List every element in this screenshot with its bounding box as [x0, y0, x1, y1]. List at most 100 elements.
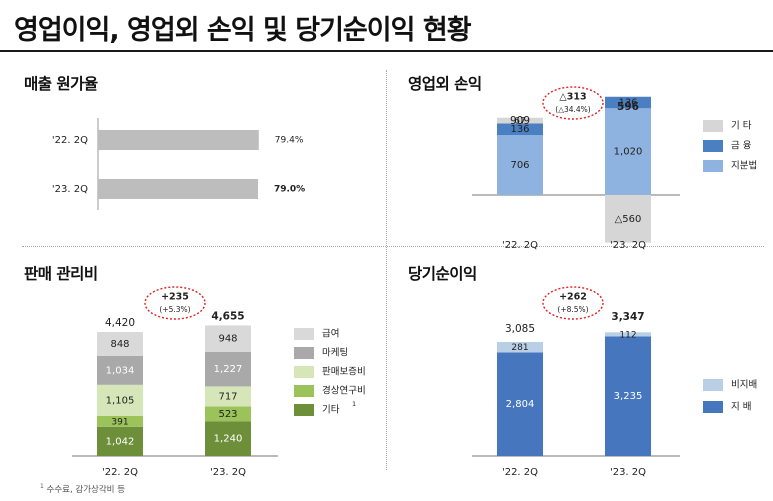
sga-legend-swatch	[294, 328, 314, 340]
net-total-label: 3,347	[611, 311, 644, 323]
sga-legend-label: 경상연구비	[322, 385, 366, 397]
title-divider	[0, 50, 773, 52]
footnote: 1 수수료, 감가상각비 등	[40, 483, 125, 495]
cogs-bar	[98, 130, 259, 150]
sga-segment	[205, 386, 251, 407]
sga-segment	[205, 325, 251, 353]
sga-legend-footnote-mark: 1	[352, 400, 356, 408]
sga-segment	[205, 352, 251, 387]
cogs-value-label: 79.4%	[275, 136, 304, 146]
nonop-segment-label: 706	[510, 160, 529, 171]
sga-total-label: 4,420	[105, 317, 135, 329]
sga-legend-label: 마케팅	[322, 348, 348, 359]
sga-legend-swatch	[294, 366, 314, 378]
nonop-legend-label: 금 융	[731, 141, 752, 152]
net-legend-swatch	[703, 401, 723, 413]
cogs-section-title: 매출 원가율	[24, 75, 98, 93]
net-segment-label: 2,804	[506, 399, 535, 410]
nonop-legend-swatch	[703, 120, 723, 132]
nonop-segment-label: 67	[514, 117, 525, 127]
nonop-segment-label: 1,020	[614, 147, 643, 158]
sga-segment-label: 523	[218, 409, 237, 420]
sga-category-label: '23. 2Q	[210, 467, 246, 478]
sga-segment	[97, 384, 143, 416]
sga-segment-label: 848	[110, 339, 129, 350]
nonop-legend-swatch	[703, 140, 723, 152]
sga-legend-label: 급여	[322, 328, 339, 340]
sga-change-value: +235	[161, 292, 189, 303]
sga-total-label: 4,655	[211, 310, 244, 322]
net-legend-label: 비지배	[731, 380, 757, 391]
net-segment-label: 112	[619, 330, 636, 340]
nonop-change-value: △313	[559, 92, 586, 103]
cogs-category-label: '23. 2Q	[52, 184, 88, 195]
sga-legend-label: 판매보증비	[322, 367, 366, 378]
nonop-segment	[605, 108, 651, 195]
sga-legend-label: 기타	[322, 405, 340, 416]
nonop-change-pct: (△34.4%)	[555, 105, 591, 114]
sga-category-label: '22. 2Q	[102, 467, 138, 478]
nonop-category-label: '22. 2Q	[502, 240, 538, 251]
sga-segment	[97, 426, 143, 456]
net-total-label: 3,085	[505, 323, 535, 335]
sga-segment	[97, 415, 143, 427]
sga-segment-label: 1,105	[106, 395, 135, 406]
sga-segment-label: 948	[218, 334, 237, 345]
sga-segment	[97, 355, 143, 385]
net-segment-label: 3,235	[614, 391, 643, 402]
net-bubble	[542, 286, 604, 320]
cogs-category-label: '22. 2Q	[52, 135, 88, 146]
net-segment-label: 281	[511, 343, 528, 353]
nonop-total-label: 596	[617, 101, 639, 113]
vertical-divider	[386, 70, 387, 470]
sga-segment-label: 1,240	[214, 434, 243, 445]
net-segment	[605, 332, 651, 337]
sga-legend-swatch	[294, 347, 314, 359]
net-section-title: 당기순이익	[408, 265, 477, 283]
net-legend-swatch	[703, 379, 723, 391]
nonop-bubble	[542, 86, 604, 120]
nonop-segment-label: 136	[618, 98, 637, 109]
cogs-bar	[98, 179, 258, 199]
nonop-segment	[605, 195, 651, 243]
cogs-value-label: 79.0%	[274, 185, 305, 195]
sga-segment-label: 717	[218, 391, 237, 402]
nonop-segment	[497, 123, 543, 135]
horizontal-divider	[22, 246, 764, 247]
nonop-legend-label: 지분법	[731, 161, 757, 172]
sga-bubble	[144, 286, 206, 320]
net-legend-label: 지 배	[731, 402, 752, 413]
sga-segment-label: 391	[111, 417, 128, 427]
nonop-category-label: '23. 2Q	[610, 240, 646, 251]
net-category-label: '23. 2Q	[610, 467, 646, 478]
nonop-segment-label: △560	[615, 214, 642, 225]
footnote-text: 수수료, 감가상각비 등	[46, 485, 126, 495]
nonop-legend-swatch	[703, 160, 723, 172]
nonop-segment	[497, 135, 543, 195]
sga-legend-swatch	[294, 385, 314, 397]
sga-change-pct: (+5.3%)	[159, 305, 190, 314]
net-segment	[497, 342, 543, 353]
net-segment	[497, 352, 543, 456]
nonop-segment	[497, 117, 543, 124]
net-change-value: +262	[559, 292, 587, 303]
net-change-pct: (+8.5%)	[557, 305, 588, 314]
nonop-segment	[605, 96, 651, 109]
sga-segment-label: 1,042	[106, 436, 135, 447]
sga-segment	[205, 406, 251, 422]
sga-segment-label: 1,227	[214, 364, 243, 375]
nonop-legend-label: 기 타	[731, 121, 752, 132]
sga-segment	[97, 332, 143, 356]
nonop-total-label: 909	[510, 115, 530, 127]
sga-segment	[205, 421, 251, 456]
footnote-mark: 1	[40, 483, 44, 491]
net-segment	[605, 336, 651, 456]
page-title: 영업이익, 영업외 손익 및 당기순이익 현황	[14, 15, 472, 46]
sga-section-title: 판매 관리비	[24, 265, 98, 283]
sga-legend-swatch	[294, 404, 314, 416]
nonop-segment-label: 136	[510, 124, 529, 135]
nonop-section-title: 영업외 손익	[408, 75, 482, 93]
net-category-label: '22. 2Q	[502, 467, 538, 478]
sga-segment-label: 1,034	[106, 365, 135, 376]
